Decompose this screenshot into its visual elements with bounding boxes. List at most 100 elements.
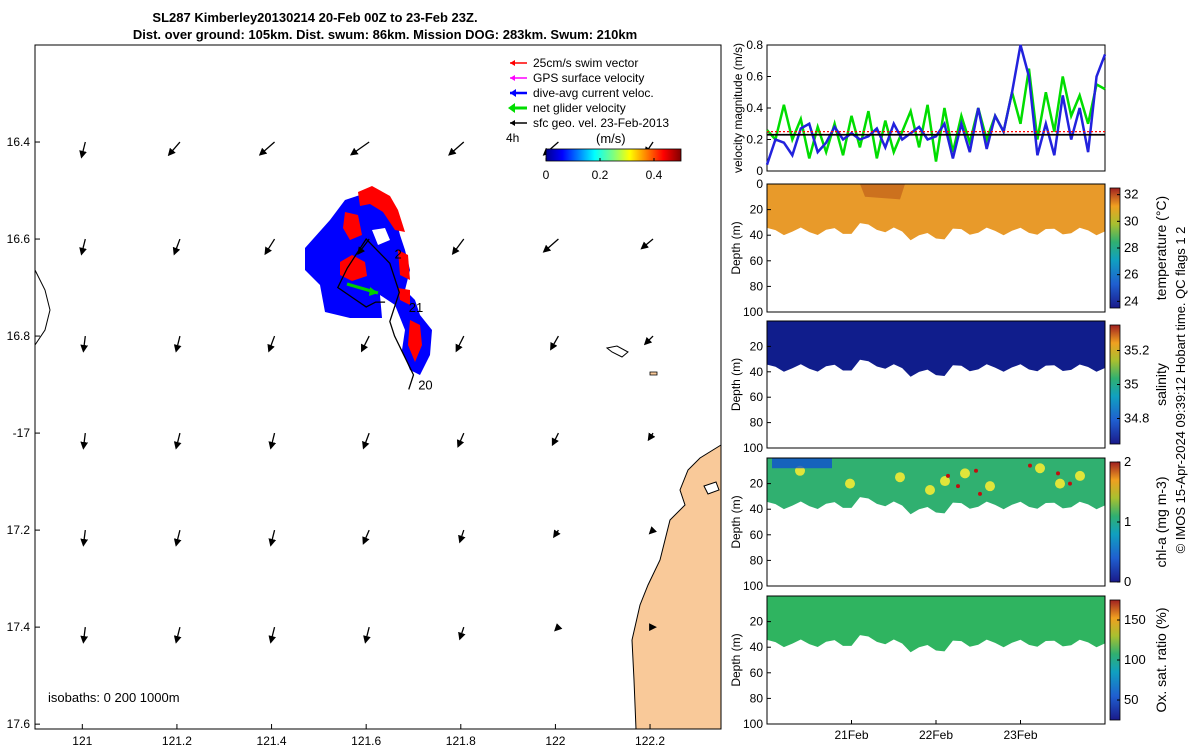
map-colorbar [545, 148, 682, 162]
colorbar-unit-label: (m/s) [596, 131, 626, 146]
profile-panel-temperature: 0 20 40 60 80 100 Depth (m) 24 26 28 30 32 temperatu… [729, 177, 1169, 319]
colorbar-tick-label: 2 [1124, 454, 1131, 469]
chl-patch [795, 465, 805, 476]
colorbar-tick-label: 35.2 [1124, 343, 1149, 358]
chl-high-point [956, 484, 960, 489]
colorbar-tick-label: 50 [1124, 692, 1138, 707]
profile-ytick-label: 40 [750, 365, 764, 379]
geostrophic-vector [167, 141, 181, 157]
velocity-ytick-label: 0 [756, 164, 763, 178]
chl-low-patch [772, 458, 832, 469]
map-xtick-label: 121.6 [351, 734, 381, 748]
geostrophic-vector [451, 238, 465, 255]
map-xtick-label: 122.2 [635, 734, 665, 748]
track-swath-red-6 [408, 320, 422, 362]
chl-patch [845, 478, 855, 489]
geostrophic-vector [173, 626, 182, 644]
velocity-panel: 0 0.2 0.4 0.6 0.8 velocity magnitude (m/s) [731, 38, 1107, 178]
track-swath-red-4 [398, 250, 410, 280]
geostrophic-vector [647, 432, 656, 442]
colorbar-tick-label: 0 [543, 168, 550, 182]
geostrophic-vector [362, 529, 370, 545]
profile-ytick-label: 60 [750, 666, 764, 680]
isobaths-label: isobaths: 0 200 1000m [48, 690, 180, 705]
colorbar-tick-label: 24 [1124, 293, 1138, 308]
map-ytick-label: 16.4 [7, 135, 31, 149]
warm-surface-patch [860, 184, 905, 200]
legend-net-arrowhead [508, 103, 515, 113]
chl-high-point [946, 473, 950, 478]
geostrophic-vector [349, 141, 370, 156]
map-frame [34, 44, 722, 730]
legend-gps-arrowhead [510, 75, 515, 81]
profile-frame [766, 183, 1106, 313]
track-day-label: 20 [418, 377, 432, 392]
geostrophic-vector [268, 529, 277, 547]
track-swath-red-2 [340, 255, 367, 281]
map-ytick-label: 17.4 [7, 620, 31, 634]
legend-swim-arrowhead [510, 60, 515, 66]
geostrophic-vector [648, 526, 657, 535]
track-swath-red-5 [398, 288, 410, 305]
map-legend: 25cm/s swim vector GPS surface velocity … [506, 56, 682, 182]
profile-colorbar-label: temperature (°C) [1153, 196, 1169, 300]
profile-ytick-label: 100 [743, 441, 763, 455]
profile-ytick-label: 60 [750, 390, 764, 404]
profile-panel-oxygen: 20 40 60 80 100 Depth (m) 50 100 150 Ox. sat. rat… [729, 595, 1169, 742]
map-ytick-label: 17.6 [7, 717, 31, 731]
profile-ytick-label: 20 [750, 615, 764, 629]
profile-ytick-label: 20 [750, 203, 764, 217]
geostrophic-vector [455, 335, 465, 353]
geostrophic-vector [268, 626, 277, 644]
legend-dive-label: dive-avg current veloc. [533, 86, 654, 100]
profile-ytick-label: 100 [743, 579, 763, 593]
colorbar-tick-label: 26 [1124, 267, 1138, 282]
geostrophic-vector [80, 530, 89, 547]
legend-sfc-arrowhead [510, 120, 515, 126]
geostrophic-vector [542, 238, 559, 253]
chl-high-point [974, 468, 978, 473]
chart-title-line2: Dist. over ground: 105km. Dist. swum: 86… [132, 27, 638, 42]
chl-patch [1055, 478, 1065, 489]
profile-ytick-label: 40 [750, 228, 764, 242]
geostrophic-vector [640, 238, 654, 250]
map-xtick-label: 121.8 [446, 734, 476, 748]
colorbar-tick-label: 32 [1124, 187, 1138, 202]
profile-panel-salinity: 20 40 60 80 100 Depth (m) 34.8 35 35.2 salinity [729, 320, 1169, 455]
profile-ylabel: Depth (m) [729, 358, 743, 411]
legend-gps-label: GPS surface velocity [533, 71, 644, 85]
profile-colorbar-label: chl-a (mg m-3) [1153, 476, 1169, 567]
profile-ytick-label: 20 [750, 339, 764, 353]
colorbar-tick-label: 150 [1124, 612, 1146, 627]
geostrophic-vector [79, 238, 87, 256]
chl-patch [960, 468, 970, 479]
glider-track [336, 238, 415, 390]
map-ytick-label: 17.2 [7, 523, 31, 537]
geostrophic-vector [264, 238, 276, 256]
geostrophic-vector [361, 335, 370, 353]
colorbar-tick-label: 34.8 [1124, 411, 1149, 426]
legend-dive-arrowhead [510, 89, 516, 97]
map-xtick-label: 121.4 [257, 734, 287, 748]
colorbar-tick-label: 0 [1124, 574, 1131, 589]
profile-ytick-label: 40 [750, 640, 764, 654]
track-swath-blue [305, 195, 432, 375]
profile-ytick-label: 20 [750, 477, 764, 491]
geostrophic-vector [458, 529, 466, 544]
geostrophic-vector [551, 432, 559, 447]
geostrophic-vector [550, 335, 559, 351]
colorbar-tick-label: 35 [1124, 377, 1138, 392]
profile-ytick-label: 100 [743, 717, 763, 731]
net-velocity-arrowhead [369, 287, 378, 296]
geostrophic-vector [173, 335, 182, 353]
profile-ytick-label: 60 [750, 254, 764, 268]
profile-ytick-label: 80 [750, 416, 764, 430]
profile-ylabel: Depth (m) [729, 633, 743, 686]
island-2 [649, 371, 658, 376]
map-panel: 2 21 20 121 121.2 121.4 121.6 121.8 122 122.2 16.… [7, 44, 722, 748]
surface-geostrophic-vectors [79, 141, 657, 644]
geostrophic-vector [79, 141, 87, 159]
legend-age-label: 4h [506, 131, 519, 145]
geostrophic-vector [173, 529, 182, 547]
